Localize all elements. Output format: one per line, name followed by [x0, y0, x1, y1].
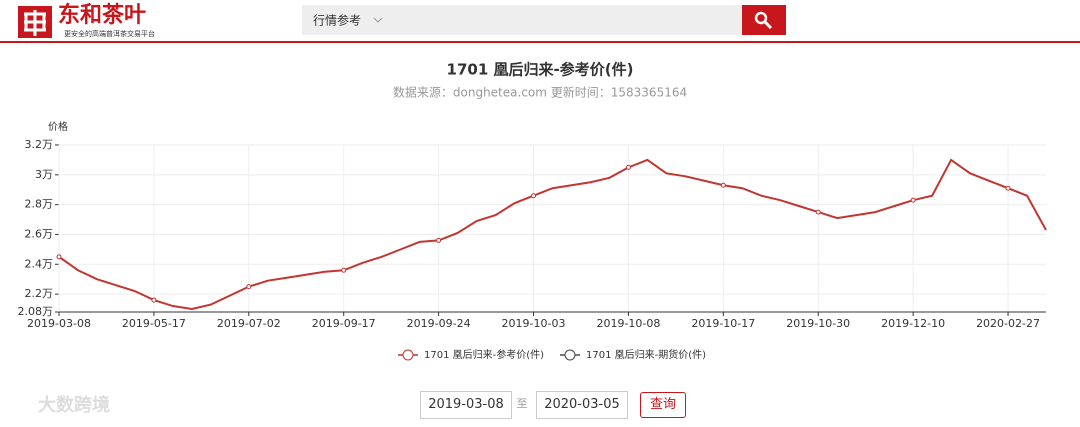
search-button[interactable] [742, 5, 786, 35]
y-tick-label: 2.2万 [25, 287, 54, 300]
end-date-input[interactable]: 2020-03-05 [536, 391, 628, 419]
y-tick-label: 2.6万 [25, 227, 54, 240]
x-tick-label: 2019-09-17 [312, 317, 376, 330]
logo-glyph [24, 10, 46, 36]
legend-label: 1701 凰后归来-参考价(件) [424, 348, 544, 361]
logo-text: 东和茶叶 [58, 2, 146, 28]
x-tick-label: 2019-10-08 [596, 317, 660, 330]
x-tick-label: 2019-05-17 [122, 317, 186, 330]
data-point [910, 197, 916, 203]
y-tick-label: 2.08万 [18, 305, 54, 318]
y-tick-label: 2.8万 [25, 198, 54, 211]
data-point [625, 164, 631, 170]
data-point [151, 297, 157, 303]
tagline: 更安全的高端普洱茶交易平台 [64, 29, 155, 38]
legend-marker [564, 349, 576, 361]
search-box[interactable] [302, 5, 742, 35]
x-tick-label: 2019-09-24 [407, 317, 471, 330]
y-axis-label: 价格 [48, 120, 68, 133]
data-point [436, 237, 442, 243]
date-separator: 至 [516, 397, 528, 410]
x-tick-label: 2019-10-30 [786, 317, 850, 330]
y-tick-label: 2.4万 [25, 257, 54, 270]
search-icon-handle [763, 20, 773, 30]
x-tick-label: 2019-07-02 [217, 317, 281, 330]
x-tick-label: 2019-12-10 [881, 317, 945, 330]
legend-marker [402, 349, 414, 361]
x-tick-label: 2020-02-27 [976, 317, 1040, 330]
watermark: 大数跨境 [38, 394, 110, 416]
search-icon [754, 11, 768, 25]
data-point [56, 254, 62, 260]
y-tick-label: 3万 [35, 168, 53, 181]
data-point [720, 182, 726, 188]
data-point [815, 209, 821, 215]
chart-title: 1701 凰后归来-参考价(件) [447, 61, 634, 79]
x-tick-label: 2019-03-08 [27, 317, 91, 330]
data-point [246, 284, 252, 290]
data-point [531, 193, 537, 199]
x-tick-label: 2019-10-03 [502, 317, 566, 330]
chart-subtitle: 数据来源：donghetea.com 更新时间：1583365164 [393, 85, 687, 100]
legend-label: 1701 凰后归来-期货价(件) [586, 348, 706, 361]
data-point [341, 267, 347, 273]
series-line [58, 158, 1047, 311]
query-button[interactable]: 查询 [640, 392, 686, 418]
header-rule [0, 41, 1080, 43]
y-tick-label: 3.2万 [25, 138, 54, 151]
search-category[interactable]: 行情参考 [313, 13, 361, 28]
start-date-input[interactable]: 2019-03-08 [420, 391, 512, 419]
x-tick-label: 2019-10-17 [691, 317, 755, 330]
data-point [1005, 185, 1011, 191]
dropdown-arrow [373, 17, 383, 23]
